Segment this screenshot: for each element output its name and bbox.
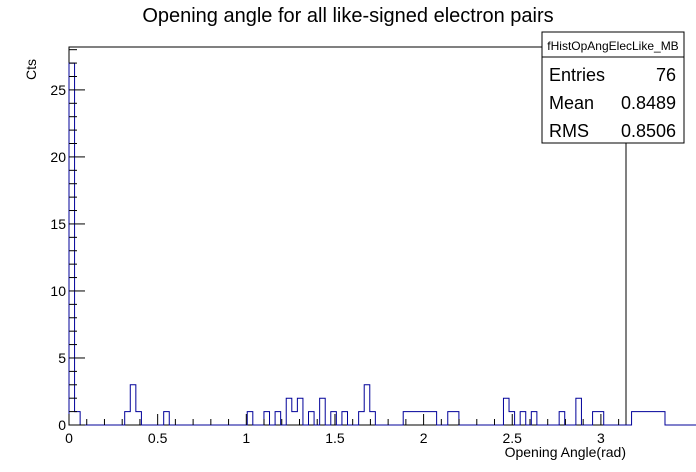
x-axis: 0 0.5 1 1.5 2 2.5 3 [65,414,620,446]
stats-entries-label: Entries [549,65,605,85]
y-axis: 0 5 10 15 20 25 [50,49,85,433]
x-tick-label: 1 [242,430,250,446]
x-tick-label: 2 [420,430,428,446]
y-tick-label: 15 [50,216,66,232]
y-tick-label: 10 [50,283,66,299]
chart-title: Opening angle for all like-signed electr… [142,5,553,27]
y-tick-label: 0 [58,417,66,433]
stats-rms-label: RMS [549,121,589,141]
stats-box: fHistOpAngElecLike_MB Entries 76 Mean 0.… [541,31,685,144]
x-tick-label: 0.5 [148,430,168,446]
y-tick-label: 20 [50,149,66,165]
stats-box-frame [541,31,685,144]
x-tick-label: 1.5 [325,430,345,446]
plot-area: 0 0.5 1 1.5 2 2.5 3 0 5 10 15 20 25 [50,46,696,446]
x-tick-label: 2.5 [503,430,523,446]
stats-box-name: fHistOpAngElecLike_MB [547,39,678,53]
x-tick-label: 0 [65,430,73,446]
stats-rms-value: 0.8506 [621,121,676,141]
histogram-bars [68,62,696,426]
stats-mean-value: 0.8489 [621,93,676,113]
y-tick-label: 5 [58,350,66,366]
y-axis-label: Cts [23,59,39,80]
x-tick-label: 3 [597,430,605,446]
y-tick-label: 25 [50,82,66,98]
histogram-series-outline [68,62,696,426]
x-axis-label: Opening Angle(rad) [505,444,626,460]
stats-entries-value: 76 [656,65,676,85]
stats-mean-label: Mean [549,93,594,113]
